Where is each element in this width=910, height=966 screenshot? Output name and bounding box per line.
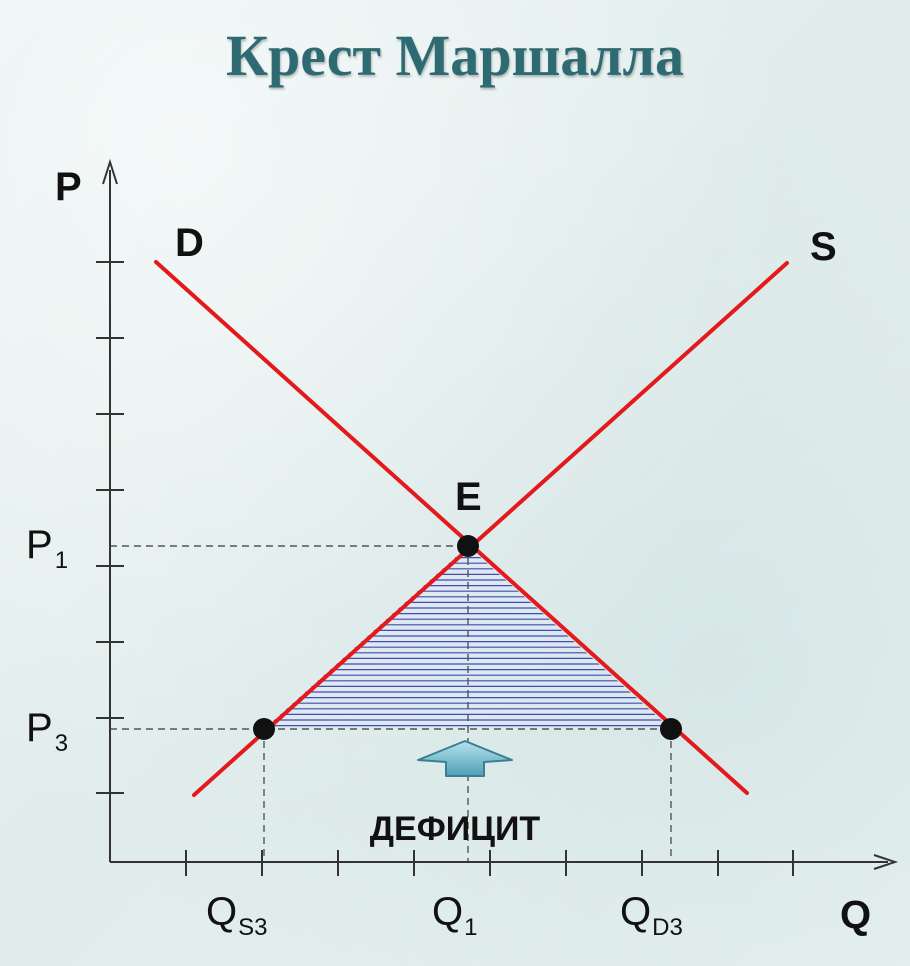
- p3-label: P3: [26, 706, 68, 757]
- supply-curve: [192, 261, 789, 797]
- supply-label: S: [810, 225, 837, 269]
- deficit-label: ДЕФИЦИТ: [370, 810, 541, 848]
- page-title: Крест Маршалла: [225, 23, 685, 88]
- demand-label: D: [175, 221, 204, 265]
- deficit-arrow-icon: [417, 740, 513, 777]
- demand-curve: [154, 260, 749, 795]
- qd3-label: QD3: [620, 890, 683, 941]
- qd3-point: [660, 718, 682, 740]
- axes: [102, 158, 899, 870]
- guide-lines: [110, 545, 672, 862]
- y-axis-arrow: [102, 158, 118, 185]
- y-axis-label: P: [55, 165, 82, 209]
- q1-label: Q1: [432, 890, 477, 941]
- qs3-point: [253, 718, 275, 740]
- equilibrium-label: E: [455, 475, 482, 519]
- qs3-label: QS3: [206, 890, 267, 941]
- axis-ticks: [96, 261, 794, 876]
- equilibrium-point: [457, 535, 479, 557]
- x-axis-arrow: [873, 854, 899, 870]
- x-axis-label: Q: [840, 893, 871, 937]
- deficit-area: [264, 546, 671, 729]
- p1-label: P1: [26, 523, 68, 574]
